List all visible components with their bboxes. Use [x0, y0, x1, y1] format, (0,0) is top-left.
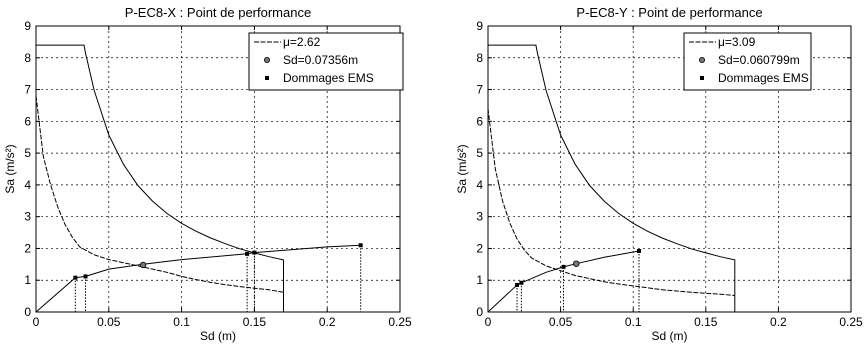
- y-tick-label: 4: [476, 178, 483, 192]
- x-tick-label: 0.25: [388, 315, 412, 329]
- y-tick-label: 7: [476, 83, 483, 97]
- legend-swatch-performance: [263, 57, 270, 64]
- y-tick-label: 8: [24, 51, 31, 65]
- reduced-spectrum-line: [35, 95, 284, 293]
- y-tick-label: 9: [24, 19, 31, 33]
- y-tick-label: 5: [24, 146, 31, 160]
- x-tick-label: 0.05: [549, 315, 573, 329]
- x-axis-label: Sd (m): [200, 329, 236, 343]
- legend-label-ductility: μ=3.09: [718, 35, 756, 49]
- y-axis-label: Sa (m/s²): [455, 144, 469, 193]
- damage-point: [83, 274, 88, 279]
- legend-swatch-damage: [700, 76, 704, 80]
- y-tick-label: 4: [24, 178, 31, 192]
- y-tick-label: 0: [476, 305, 483, 319]
- x-tick-label: 0.1: [625, 315, 642, 329]
- x-tick-label: 0: [33, 315, 40, 329]
- y-tick-label: 1: [476, 273, 483, 287]
- x-tick-label: 0.1: [173, 315, 190, 329]
- chart-panel-2: 0 0.05 0.1 0.15 0.2 0.25 0 1 2 3 4 5 6 7 8 9 P-EC8-Y : P…: [455, 5, 863, 343]
- y-tick-label: 7: [24, 83, 31, 97]
- x-tick-label: 0.05: [97, 315, 121, 329]
- damage-point: [245, 251, 250, 256]
- y-tick-label: 2: [24, 241, 31, 255]
- chart-title: P-EC8-X : Point de performance: [125, 5, 311, 20]
- demand-spectrum-line: [488, 44, 736, 312]
- y-tick-label: 3: [24, 210, 31, 224]
- capacity-curve-line: [487, 250, 640, 313]
- legend-swatch-performance: [699, 57, 706, 64]
- reduced-spectrum-line: [487, 108, 735, 296]
- damage-point: [252, 250, 257, 255]
- performance-point: [139, 261, 147, 269]
- legend-label-performance: Sd=0.060799m: [718, 53, 800, 67]
- plot-frame: [487, 25, 852, 313]
- x-tick-label: 0.15: [694, 315, 718, 329]
- chart-title: P-EC8-Y : Point de performance: [576, 5, 762, 20]
- y-tick-label: 1: [24, 273, 31, 287]
- legend-label-performance: Sd=0.07356m: [283, 53, 358, 67]
- legend-swatch-damage: [265, 76, 269, 80]
- damage-point: [637, 248, 642, 253]
- damage-point: [73, 275, 78, 280]
- y-tick-label: 9: [476, 19, 483, 33]
- legend-label-damage: Dommages EMS: [718, 71, 809, 85]
- damage-point: [358, 243, 363, 248]
- x-tick-label: 0.2: [319, 315, 336, 329]
- y-tick-label: 2: [476, 241, 483, 255]
- y-tick-label: 6: [476, 114, 483, 128]
- x-tick-label: 0.2: [770, 315, 787, 329]
- legend-label-damage: Dommages EMS: [283, 71, 374, 85]
- y-axis-label: Sa (m/s²): [3, 144, 17, 193]
- y-tick-label: 8: [476, 51, 483, 65]
- performance-point: [573, 260, 580, 267]
- x-tick-label: 0.25: [839, 315, 863, 329]
- x-axis-label: Sd (m): [652, 329, 688, 343]
- y-tick-label: 5: [476, 146, 483, 160]
- x-tick-label: 0.15: [243, 315, 267, 329]
- plot-frame: [35, 25, 401, 313]
- capacity-curve-line: [35, 244, 361, 313]
- damage-point: [519, 280, 524, 285]
- demand-spectrum-line: [36, 44, 284, 312]
- legend-label-ductility: μ=2.62: [283, 35, 321, 49]
- y-tick-label: 0: [24, 305, 31, 319]
- y-tick-label: 3: [476, 210, 483, 224]
- damage-point: [515, 282, 520, 287]
- chart-panel-1: 0 0.05 0.1 0.15 0.2 0.25 0 1 2 3 4 5 6 7 8 9 P-EC8-X : P…: [3, 5, 412, 343]
- damage-point: [561, 264, 566, 269]
- x-tick-label: 0: [485, 315, 492, 329]
- y-tick-label: 6: [24, 114, 31, 128]
